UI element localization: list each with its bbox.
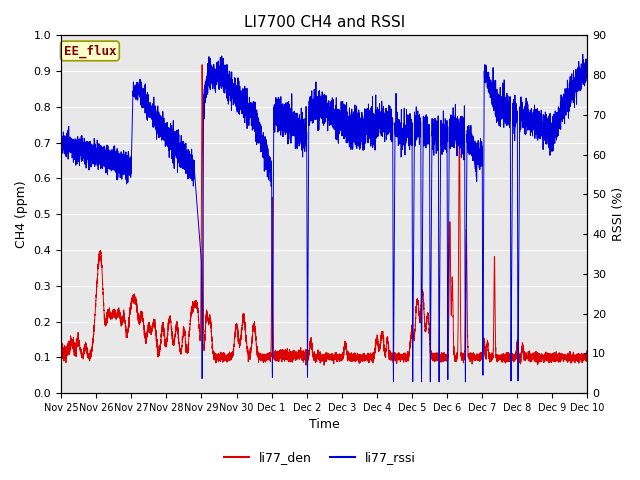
li77_rssi (57, 134, 65, 140)
Y-axis label: CH4 (ppm): CH4 (ppm) (15, 180, 28, 248)
Line: li77_rssi: li77_rssi (61, 54, 588, 382)
li77_rssi (442, 130, 450, 136)
li77_rssi (457, 133, 465, 139)
li77_den (457, 335, 465, 341)
li77_rssi (584, 63, 591, 69)
li77_rssi (236, 100, 244, 106)
li77_den (442, 351, 450, 357)
Title: LI7700 CH4 and RSSI: LI7700 CH4 and RSSI (244, 15, 405, 30)
li77_rssi (579, 51, 587, 57)
X-axis label: Time: Time (309, 419, 340, 432)
li77_den (307, 338, 314, 344)
li77_rssi (561, 92, 569, 98)
Line: li77_den: li77_den (61, 65, 588, 365)
li77_den (562, 352, 570, 358)
li77_rssi (418, 379, 426, 385)
li77_den (584, 354, 591, 360)
Y-axis label: RSSI (%): RSSI (%) (612, 187, 625, 241)
Legend: li77_den, li77_rssi: li77_den, li77_rssi (219, 446, 421, 469)
li77_rssi (307, 103, 314, 109)
li77_rssi (555, 108, 563, 114)
li77_den (57, 352, 65, 358)
Text: EE_flux: EE_flux (63, 44, 116, 58)
li77_den (236, 338, 244, 344)
li77_den (198, 62, 206, 68)
li77_den (320, 362, 328, 368)
li77_den (555, 353, 563, 359)
